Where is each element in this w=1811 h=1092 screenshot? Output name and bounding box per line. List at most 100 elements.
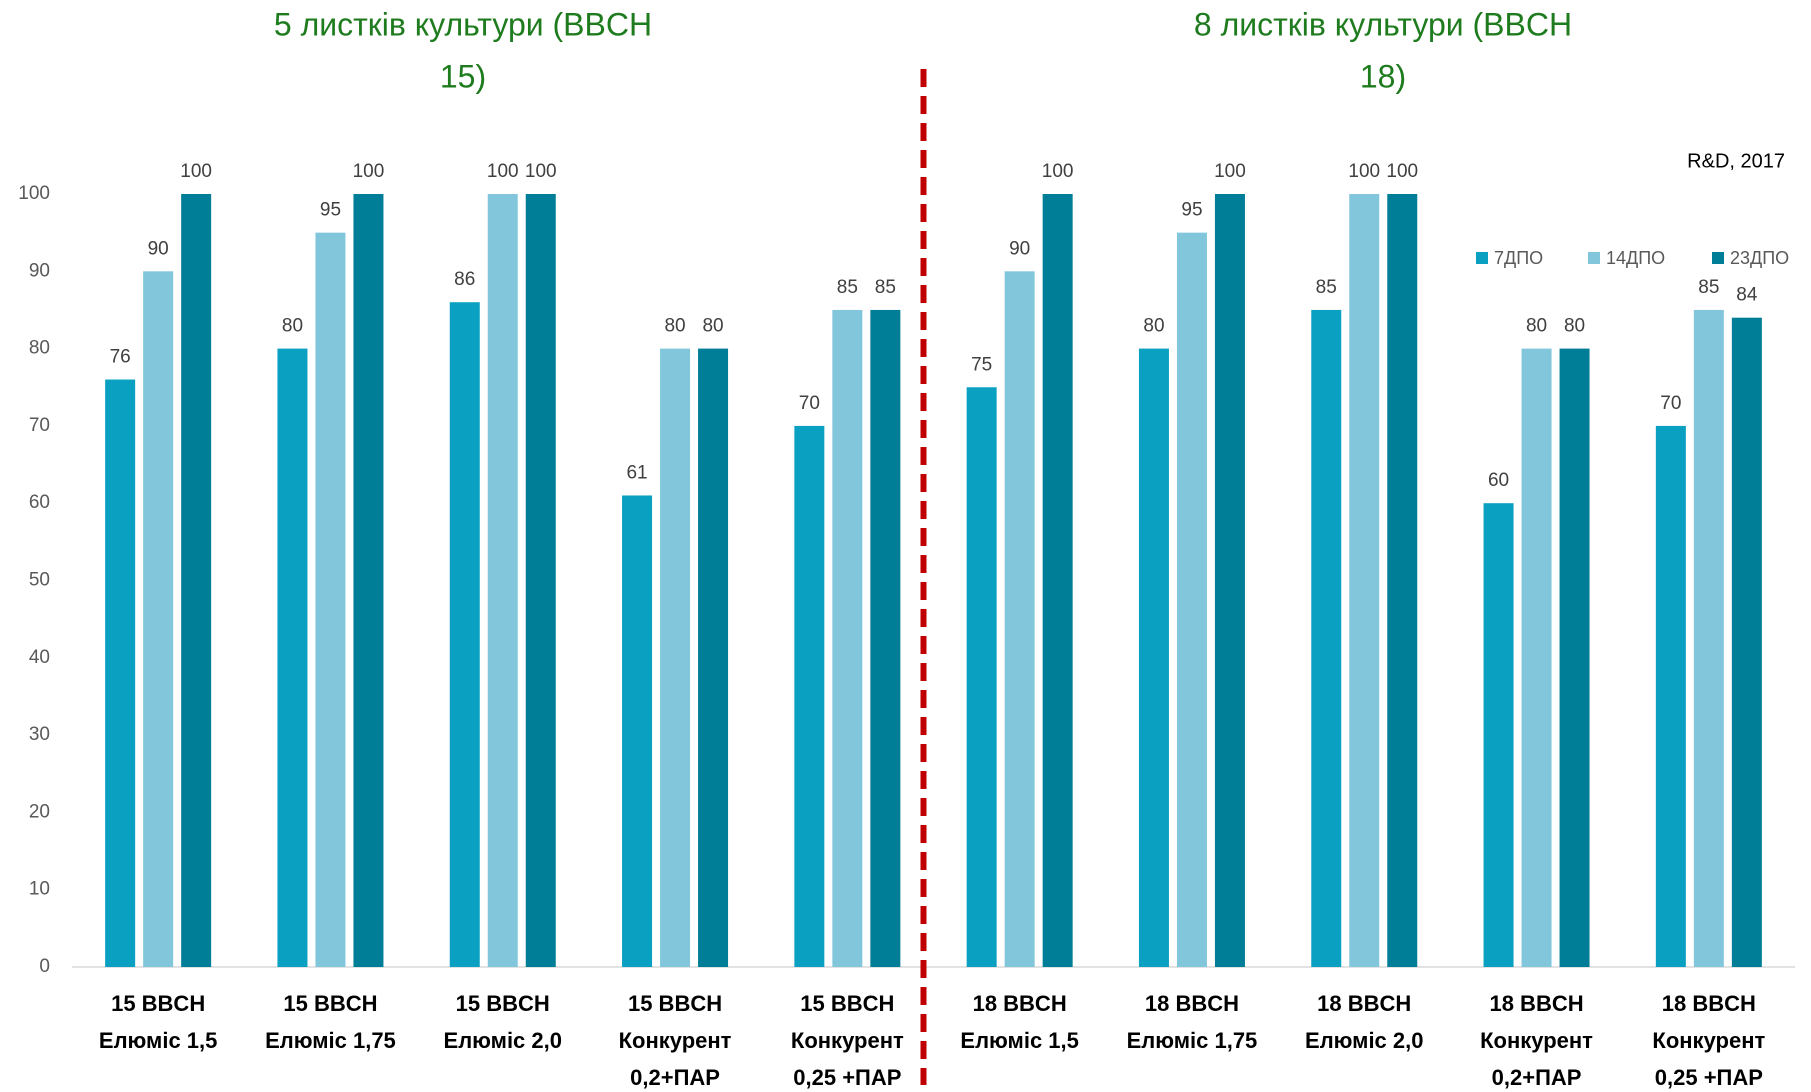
value-label: 80 [1143, 316, 1164, 337]
x-tick-label: 18 BBCH [1489, 991, 1583, 1016]
bar [698, 348, 729, 968]
y-tick-label: 10 [29, 879, 50, 900]
legend-label: 7ДПО [1494, 248, 1543, 268]
bar [353, 194, 384, 967]
group-title: 5 листків культури (BBCH [274, 6, 652, 42]
value-label: 100 [1348, 161, 1380, 182]
value-label: 85 [1316, 277, 1337, 298]
value-label: 100 [1214, 161, 1246, 182]
legend-swatch [1712, 252, 1724, 264]
x-tick-label: Конкурент [1652, 1028, 1765, 1053]
value-label: 60 [1488, 470, 1509, 491]
value-label: 100 [180, 161, 212, 182]
value-label: 100 [525, 161, 557, 182]
value-label: 86 [454, 269, 475, 290]
x-tick-label: 18 BBCH [1662, 991, 1756, 1016]
bar [966, 387, 997, 967]
value-label: 80 [664, 316, 685, 337]
value-label: 85 [1698, 277, 1719, 298]
group-title: 8 листків культури (BBCH [1194, 6, 1572, 42]
bar [832, 309, 863, 967]
bar [660, 348, 691, 968]
x-tick-label: 15 BBCH [800, 991, 894, 1016]
x-tick-label: Елюміс 1,5 [99, 1028, 217, 1053]
bar [1004, 271, 1035, 967]
value-label: 100 [1386, 161, 1418, 182]
y-tick-label: 90 [29, 260, 50, 281]
bar [1311, 309, 1342, 967]
bar [1731, 317, 1762, 967]
bar [449, 302, 480, 968]
bar [1387, 194, 1418, 967]
value-label: 80 [702, 316, 723, 337]
bar [1521, 348, 1552, 968]
bar [1559, 348, 1590, 968]
y-tick-label: 40 [29, 647, 50, 668]
value-label: 80 [1564, 316, 1585, 337]
y-tick-label: 20 [29, 801, 50, 822]
value-label: 100 [353, 161, 385, 182]
y-tick-label: 60 [29, 492, 50, 513]
legend-label: 23ДПО [1730, 248, 1789, 268]
x-tick-label: 0,2+ПАР [1492, 1065, 1582, 1090]
bar [105, 379, 136, 967]
value-label: 100 [487, 161, 519, 182]
x-tick-label: 0,25 +ПАР [793, 1065, 901, 1090]
bar [1655, 425, 1686, 967]
bar [794, 425, 825, 967]
legend-swatch [1476, 252, 1488, 264]
value-label: 95 [1181, 200, 1202, 221]
x-tick-label: Конкурент [791, 1028, 904, 1053]
note: R&D, 2017 [1687, 150, 1785, 172]
value-label: 80 [282, 316, 303, 337]
bar [1138, 348, 1169, 968]
y-tick-label: 70 [29, 415, 50, 436]
x-tick-label: Конкурент [1480, 1028, 1593, 1053]
x-tick-label: 18 BBCH [1145, 991, 1239, 1016]
value-label: 85 [837, 277, 858, 298]
value-label: 70 [1660, 393, 1681, 414]
x-tick-label: Елюміс 1,75 [1127, 1028, 1258, 1053]
bar [1349, 194, 1380, 967]
bar [525, 194, 556, 967]
group-title: 18) [1360, 58, 1406, 94]
value-label: 61 [626, 462, 647, 483]
x-tick-label: 15 BBCH [456, 991, 550, 1016]
y-tick-label: 80 [29, 338, 50, 359]
bar [1483, 503, 1514, 967]
bar [1693, 309, 1724, 967]
x-tick-label: Елюміс 1,75 [265, 1028, 396, 1053]
y-tick-label: 50 [29, 570, 50, 591]
x-tick-label: 15 BBCH [283, 991, 377, 1016]
x-tick-label: Елюміс 2,0 [444, 1028, 562, 1053]
bar [315, 232, 346, 967]
value-label: 95 [320, 200, 341, 221]
x-tick-label: Елюміс 2,0 [1305, 1028, 1423, 1053]
x-tick-label: Елюміс 1,5 [960, 1028, 1078, 1053]
x-tick-label: 15 BBCH [111, 991, 205, 1016]
legend-label: 14ДПО [1606, 248, 1665, 268]
bar [1042, 194, 1073, 967]
y-tick-label: 100 [18, 183, 50, 204]
x-tick-label: 15 BBCH [628, 991, 722, 1016]
value-label: 100 [1042, 161, 1074, 182]
x-tick-label: 0,2+ПАР [630, 1065, 720, 1090]
bar [870, 309, 901, 967]
bar [277, 348, 308, 968]
x-tick-label: 18 BBCH [1317, 991, 1411, 1016]
x-tick-label: 0,25 +ПАР [1655, 1065, 1763, 1090]
y-tick-label: 0 [39, 956, 50, 977]
value-label: 70 [799, 393, 820, 414]
value-label: 90 [1009, 238, 1030, 259]
bar [181, 194, 212, 967]
legend-swatch [1588, 252, 1600, 264]
value-label: 85 [875, 277, 896, 298]
value-label: 90 [148, 238, 169, 259]
bar [487, 194, 518, 967]
x-tick-label: 18 BBCH [973, 991, 1067, 1016]
y-tick-label: 30 [29, 724, 50, 745]
x-tick-label: Конкурент [619, 1028, 732, 1053]
value-label: 76 [110, 347, 131, 368]
